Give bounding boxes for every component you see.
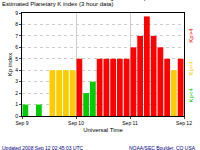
svg-text:Sep 11: Sep 11 (122, 120, 138, 126)
svg-text:2: 2 (15, 90, 18, 96)
svg-text:7: 7 (15, 33, 18, 39)
svg-text:Kp>4: Kp>4 (188, 28, 194, 43)
svg-text:6: 6 (15, 44, 18, 50)
svg-text:Estimated Planetary K index (3: Estimated Planetary K index (3 hour data… (2, 1, 113, 7)
svg-text:8: 8 (15, 21, 18, 27)
svg-text:5: 5 (15, 56, 18, 62)
svg-text:Begin: 2008 Sep 9 0000 UTC: Begin: 2008 Sep 9 0000 UTC (103, 0, 182, 1)
svg-text:Sep 9: Sep 9 (15, 120, 28, 126)
svg-text:Sep 12: Sep 12 (176, 120, 192, 126)
svg-text:1: 1 (15, 101, 18, 107)
svg-text:3: 3 (15, 78, 18, 84)
svg-text:Updated 2008 Sep 12 02:45:03 U: Updated 2008 Sep 12 02:45:03 UTC (2, 145, 84, 150)
svg-text:NOAA/SEC Boulder, CO USA: NOAA/SEC Boulder, CO USA (129, 145, 196, 150)
svg-text:9: 9 (15, 10, 18, 16)
svg-text:Sep 10: Sep 10 (68, 120, 84, 126)
svg-text:Kp<4: Kp<4 (188, 88, 194, 103)
svg-text:Universal Time: Universal Time (83, 127, 123, 133)
svg-text:4: 4 (15, 67, 18, 73)
svg-text:Kp=4: Kp=4 (188, 61, 194, 76)
svg-text:0: 0 (15, 113, 18, 119)
svg-text:Kp index: Kp index (7, 53, 13, 76)
